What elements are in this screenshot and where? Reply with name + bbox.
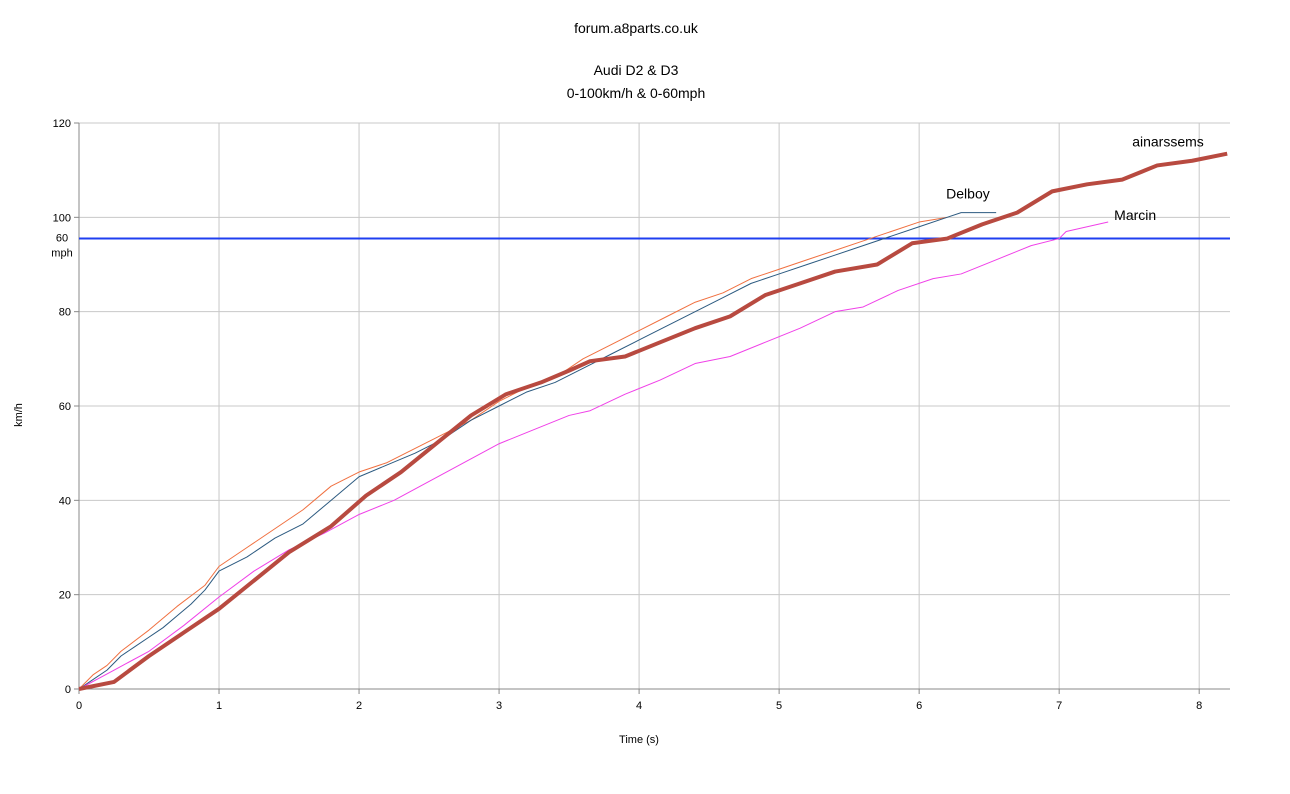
series-label: Delboy	[946, 186, 990, 202]
line	[78, 221, 1109, 690]
y-axis-label: km/h	[13, 403, 25, 427]
series-label: Marcin	[1114, 207, 1156, 223]
y-tick-label: 40	[59, 495, 71, 507]
x-tick-label: 3	[496, 700, 502, 712]
y-tick-label: 100	[53, 212, 71, 224]
y-tick-label: 60	[59, 401, 71, 413]
y-tick-label: 120	[53, 118, 71, 130]
line	[78, 212, 997, 690]
reference-label: 60 mph	[51, 233, 72, 260]
x-tick-label: 8	[1196, 700, 1202, 712]
line	[78, 151, 1228, 691]
x-tick-label: 7	[1056, 700, 1062, 712]
chart-subtitle: Audi D2 & D3	[594, 62, 679, 78]
x-tick-label: 4	[636, 700, 642, 712]
chart-subtitle: 0-100km/h & 0-60mph	[567, 85, 706, 101]
x-tick-label: 5	[776, 700, 782, 712]
x-tick-label: 1	[216, 700, 222, 712]
x-axis-label: Time (s)	[619, 734, 659, 746]
x-tick-label: 0	[76, 700, 82, 712]
x-tick-label: 6	[916, 700, 922, 712]
y-tick-label: 80	[59, 307, 71, 319]
series-label: ainarssems	[1132, 134, 1204, 150]
x-tick-label: 2	[356, 700, 362, 712]
y-tick-label: 20	[59, 590, 71, 602]
y-tick-label: 0	[65, 684, 71, 696]
chart-title: forum.a8parts.co.uk	[574, 20, 699, 36]
line	[78, 216, 948, 690]
